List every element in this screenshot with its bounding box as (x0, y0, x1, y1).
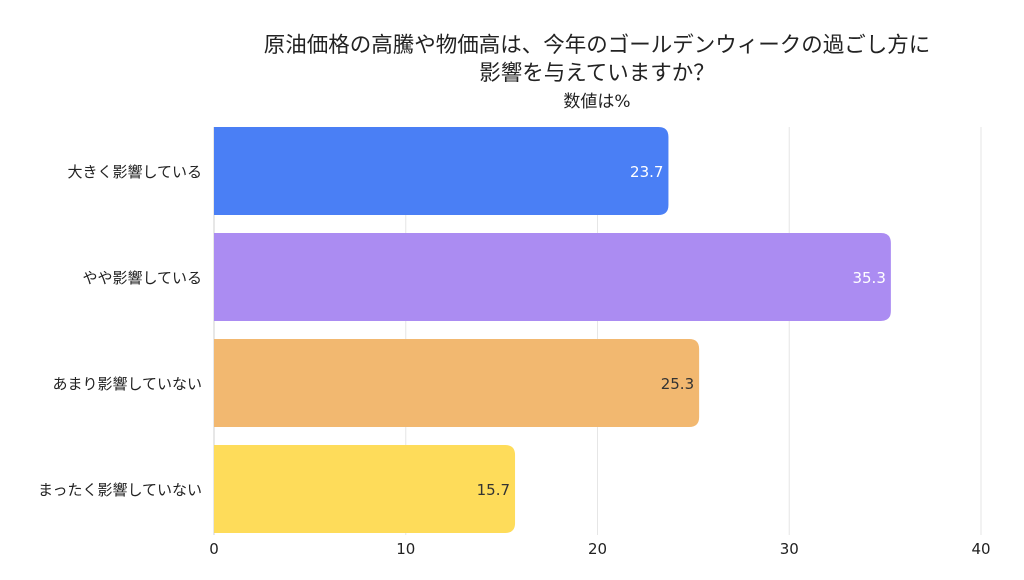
bar-value-label: 15.7 (477, 481, 510, 499)
bar (214, 127, 669, 215)
chart-title-line-2: 影響を与えていますか？ (479, 61, 714, 86)
x-tick-label: 0 (209, 540, 219, 558)
x-axis-ticks: 0 10 20 30 40 (209, 540, 990, 558)
bar (214, 339, 700, 427)
bars: 23.7 大きく影響している 35.3 やや影響している 25.3 あまり影響していない 1… (38, 127, 891, 533)
x-tick-label: 30 (780, 540, 799, 558)
category-label: あまり影響していない (52, 375, 202, 393)
category-label: 大きく影響している (67, 163, 202, 181)
bar-value-label: 25.3 (661, 375, 694, 393)
bar (214, 233, 891, 321)
bar (214, 445, 516, 533)
chart-subtitle: 数値は% (563, 92, 630, 112)
bar-value-label: 35.3 (852, 269, 885, 287)
category-label: やや影響している (82, 269, 202, 287)
x-tick-label: 10 (396, 540, 415, 558)
bar-value-label: 23.7 (630, 163, 663, 181)
category-label: まったく影響していない (38, 481, 202, 499)
x-tick-label: 40 (971, 540, 990, 558)
chart-title-line-1: 原油価格の高騰や物価高は、今年のゴールデンウィークの過ごし方に (264, 33, 931, 58)
x-tick-label: 20 (588, 540, 607, 558)
